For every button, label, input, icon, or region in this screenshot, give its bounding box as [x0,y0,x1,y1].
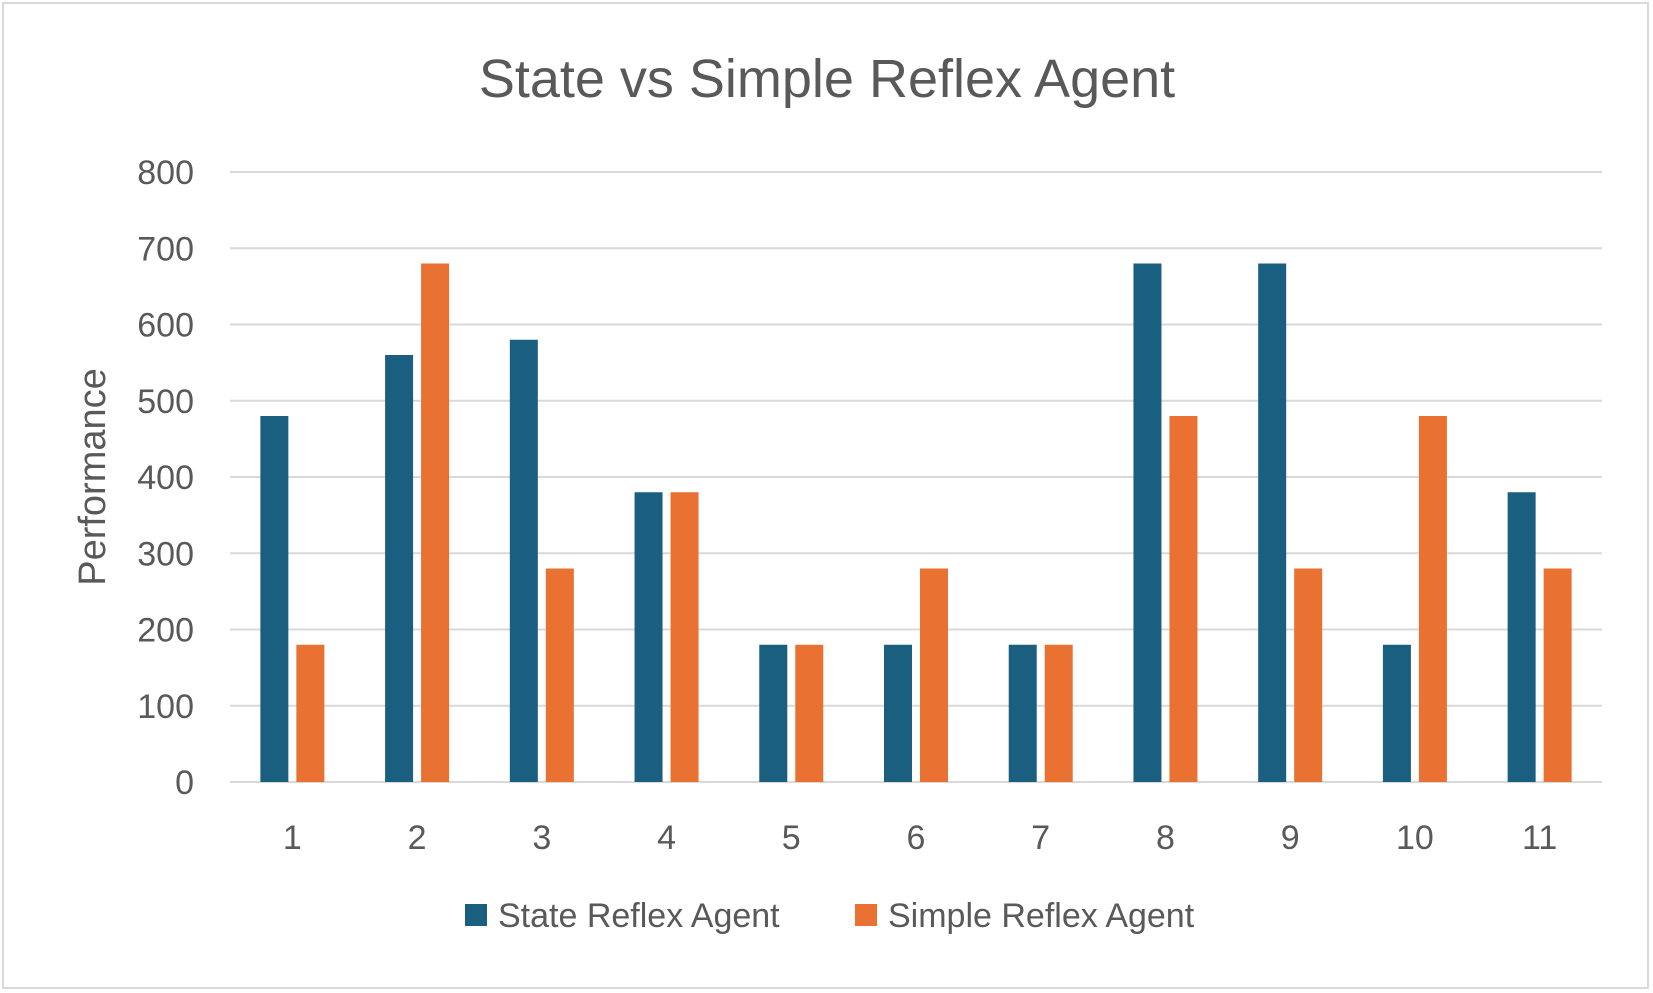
legend: State Reflex Agent Simple Reflex Agent [465,897,1195,935]
bar-simple-reflex-10 [1418,416,1447,782]
legend-label-simple-reflex: Simple Reflex Agent [888,897,1195,935]
bar-simple-reflex-1 [296,644,325,782]
bar-simple-reflex-8 [1169,416,1198,782]
y-tick-label: 700 [137,230,194,268]
bar-simple-reflex-9 [1294,568,1323,782]
x-tick-label: 2 [408,819,427,857]
legend-label-state-reflex: State Reflex Agent [498,897,780,935]
y-tick-label: 500 [137,383,194,421]
legend-swatch-simple-reflex [855,904,877,926]
y-tick-label: 800 [137,154,194,192]
bar-simple-reflex-2 [421,263,450,782]
bar-state-reflex-3 [509,339,538,782]
x-tick-label: 1 [283,819,302,857]
y-axis-ticks: 0 100 200 300 400 500 600 700 800 [137,154,194,802]
bars [260,263,1572,782]
bar-state-reflex-9 [1258,263,1287,782]
bar-state-reflex-6 [884,644,912,782]
bar-state-reflex-11 [1507,492,1536,782]
bar-simple-reflex-3 [545,568,574,782]
bar-state-reflex-4 [634,492,663,782]
x-tick-label: 8 [1156,819,1175,857]
x-tick-label: 7 [1031,819,1050,857]
bar-state-reflex-7 [1008,644,1037,782]
bar-chart: State vs Simple Reflex Agent Performance… [72,49,1602,935]
y-tick-label: 100 [137,688,194,726]
x-tick-label: 9 [1281,819,1300,857]
bar-simple-reflex-7 [1044,644,1073,782]
bar-state-reflex-8 [1133,263,1162,782]
y-axis-label: Performance [72,368,114,586]
y-tick-label: 400 [137,459,194,497]
bar-state-reflex-5 [759,644,788,782]
y-tick-label: 200 [137,612,194,650]
bar-simple-reflex-4 [670,492,699,782]
bar-simple-reflex-5 [795,644,824,782]
y-tick-label: 300 [137,535,194,573]
bar-state-reflex-2 [385,355,414,782]
bar-state-reflex-1 [260,416,289,782]
x-axis-ticks: 1 2 3 4 5 6 7 8 9 10 11 [283,819,1557,857]
y-tick-label: 600 [137,307,194,345]
x-tick-label: 11 [1522,819,1557,857]
x-tick-label: 4 [657,819,676,857]
bar-simple-reflex-6 [920,568,948,782]
bar-state-reflex-10 [1382,644,1411,782]
bar-simple-reflex-11 [1543,568,1572,782]
y-tick-label: 0 [175,764,194,802]
gridlines [230,171,1602,783]
x-tick-label: 5 [782,819,801,857]
legend-swatch-state-reflex [465,904,487,926]
chart-title: State vs Simple Reflex Agent [479,49,1175,109]
x-tick-label: 10 [1396,819,1434,857]
x-tick-label: 6 [907,819,926,857]
x-tick-label: 3 [532,819,551,857]
